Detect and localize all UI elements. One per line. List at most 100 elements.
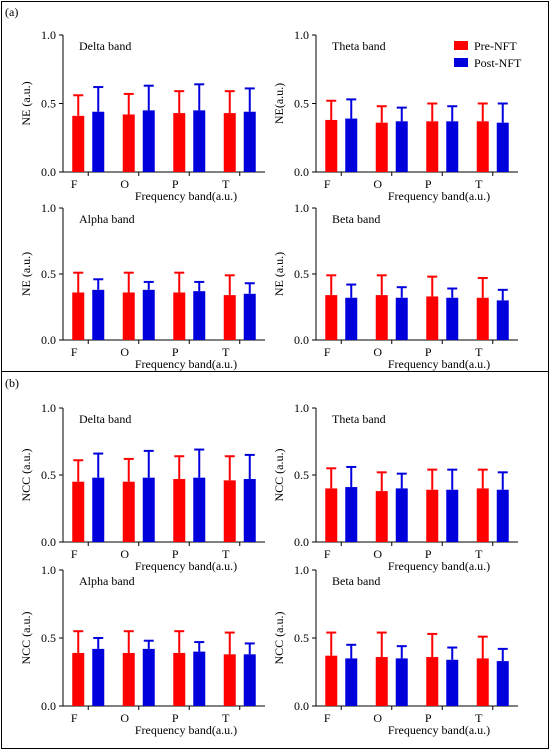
bar-post-O — [142, 110, 155, 172]
chart-title: Delta band — [79, 39, 131, 53]
y-tick-label: 0.0 — [41, 699, 56, 713]
y-tick-label: 0.5 — [294, 468, 309, 482]
x-tick-label: F — [71, 177, 78, 191]
x-axis-label: Frequency band(a.u.) — [135, 357, 237, 371]
x-tick-label: F — [324, 345, 331, 359]
panel-a-label: (a) — [5, 5, 18, 19]
chart-title: Alpha band — [79, 574, 135, 588]
bar-post-O — [395, 488, 408, 542]
bar-post-O — [395, 297, 408, 340]
bar-pre-P — [173, 479, 186, 542]
bar-pre-O — [375, 657, 388, 706]
x-tick-label: P — [425, 711, 432, 725]
x-tick-label: P — [172, 547, 179, 561]
y-tick-label: 1.0 — [294, 563, 309, 577]
y-tick-label: 0.5 — [41, 267, 56, 281]
panel-b-frame — [1, 371, 549, 749]
legend: Pre-NFT Post-NFT — [454, 39, 522, 70]
bar-post-T — [243, 293, 256, 340]
x-tick-label: F — [324, 177, 331, 191]
charts: 0.0 0.5 1.0 F O P T Delta band Frequency band(a.… — [19, 28, 518, 737]
bar-pre-O — [375, 122, 388, 172]
y-axis-label: NE (a.u.) — [19, 252, 33, 296]
x-tick-label: O — [120, 711, 129, 725]
panel-b-label: (b) — [5, 376, 19, 390]
bar-pre-F — [325, 295, 338, 340]
bar-post-O — [142, 289, 155, 340]
bar-post-O — [395, 658, 408, 706]
chart-1: 0.0 0.5 1.0 F O P T Theta band Frequency band(a.… — [272, 28, 518, 203]
x-tick-label: O — [120, 177, 129, 191]
x-tick-label: T — [222, 711, 230, 725]
x-tick-label: T — [222, 177, 230, 191]
chart-title: Alpha band — [79, 212, 135, 226]
x-tick-label: P — [425, 547, 432, 561]
bar-post-P — [193, 651, 206, 706]
y-tick-label: 0.5 — [294, 97, 309, 111]
bar-post-P — [193, 110, 206, 172]
y-axis-label: NCC (a.u.) — [272, 612, 286, 665]
bar-post-P — [193, 477, 206, 542]
y-tick-label: 0.0 — [294, 535, 309, 549]
bar-pre-T — [476, 121, 489, 172]
bar-post-O — [142, 477, 155, 542]
bar-pre-T — [476, 297, 489, 340]
x-axis-label: Frequency band(a.u.) — [135, 723, 237, 737]
bar-post-T — [243, 111, 256, 172]
bar-post-F — [345, 487, 358, 542]
y-tick-label: 0.5 — [294, 631, 309, 645]
chart-title: Beta band — [332, 212, 380, 226]
bar-post-F — [345, 118, 358, 172]
bar-post-F — [92, 477, 105, 542]
x-tick-label: F — [71, 711, 78, 725]
y-tick-label: 0.0 — [294, 333, 309, 347]
bar-pre-F — [72, 292, 85, 340]
y-tick-label: 0.0 — [294, 699, 309, 713]
bar-post-T — [243, 479, 256, 542]
legend-swatch-pre — [454, 41, 468, 50]
bar-post-P — [446, 489, 459, 542]
y-axis-label: NE(a.u.) — [272, 83, 286, 124]
bar-post-F — [345, 658, 358, 706]
x-tick-label: P — [425, 345, 432, 359]
y-tick-label: 0.0 — [41, 333, 56, 347]
bar-pre-T — [223, 480, 236, 542]
bar-post-F — [92, 289, 105, 340]
bar-pre-T — [476, 488, 489, 542]
bar-post-P — [193, 291, 206, 340]
chart-4: 0.0 0.5 1.0 F O P T Delta band Frequency band(a.… — [19, 401, 265, 573]
bar-post-T — [496, 661, 509, 706]
x-tick-label: P — [172, 177, 179, 191]
x-tick-label: T — [222, 547, 230, 561]
x-axis-label: Frequency band(a.u.) — [388, 723, 490, 737]
chart-6: 0.0 0.5 1.0 F O P T Alpha band Frequency band(a.… — [19, 563, 265, 737]
chart-2: 0.0 0.5 1.0 F O P T Alpha band Frequency band(a.… — [19, 201, 265, 371]
bar-pre-P — [426, 121, 439, 172]
bar-post-F — [92, 111, 105, 172]
bar-pre-P — [173, 652, 186, 706]
x-tick-label: P — [172, 711, 179, 725]
bar-pre-O — [122, 481, 135, 542]
x-tick-label: O — [373, 547, 382, 561]
legend-label-pre: Pre-NFT — [474, 39, 517, 53]
bar-pre-O — [122, 652, 135, 706]
bar-pre-F — [325, 655, 338, 706]
chart-title: Theta band — [332, 412, 386, 426]
y-tick-label: 1.0 — [41, 201, 56, 215]
x-tick-label: O — [373, 345, 382, 359]
bar-pre-T — [476, 658, 489, 706]
x-axis-label: Frequency band(a.u.) — [135, 189, 237, 203]
y-tick-label: 0.0 — [41, 535, 56, 549]
x-tick-label: T — [475, 177, 483, 191]
chart-title: Beta band — [332, 574, 380, 588]
bar-pre-P — [173, 292, 186, 340]
x-tick-label: O — [120, 547, 129, 561]
chart-7: 0.0 0.5 1.0 F O P T Beta band Frequency band(a.u… — [272, 563, 518, 737]
bar-pre-P — [173, 113, 186, 172]
y-axis-label: NCC (a.u.) — [19, 612, 33, 665]
bar-pre-F — [325, 488, 338, 542]
x-tick-label: F — [71, 345, 78, 359]
x-tick-label: O — [373, 177, 382, 191]
y-tick-label: 1.0 — [294, 401, 309, 415]
y-axis-label: NCC (a.u.) — [272, 449, 286, 502]
